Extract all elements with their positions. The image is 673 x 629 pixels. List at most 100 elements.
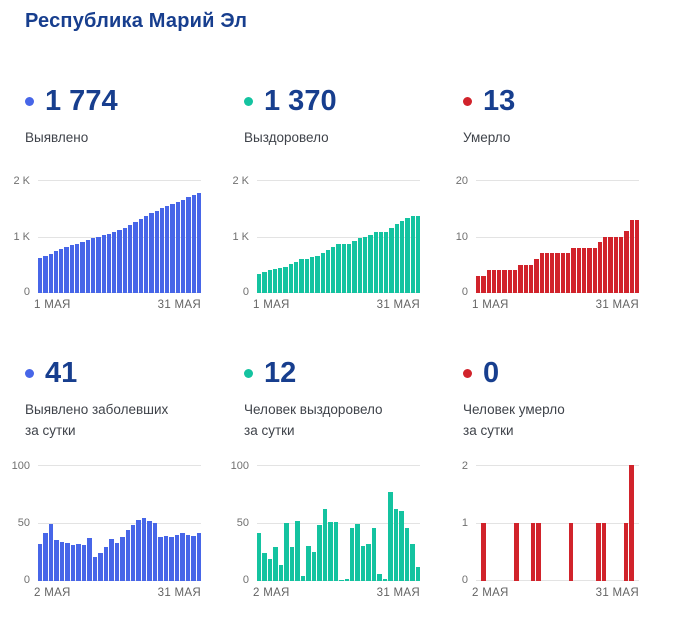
bar xyxy=(103,547,109,581)
bar xyxy=(624,230,629,293)
y-tick: 50 xyxy=(17,517,30,529)
bar xyxy=(300,576,306,581)
bar xyxy=(352,241,357,293)
bar-series xyxy=(257,465,421,581)
bar xyxy=(597,242,603,293)
bar xyxy=(619,236,624,293)
bar xyxy=(128,225,133,293)
gridline xyxy=(257,236,420,238)
bar xyxy=(81,545,87,581)
bar xyxy=(191,535,196,581)
y-axis: 20 10 0 xyxy=(446,175,476,298)
bar xyxy=(513,270,518,293)
bar xyxy=(59,249,64,293)
bar xyxy=(373,232,378,293)
y-tick: 2 K xyxy=(13,175,30,187)
bar xyxy=(117,229,122,293)
bar xyxy=(283,266,288,293)
bar xyxy=(90,237,96,293)
bar xyxy=(191,195,196,293)
x-axis: 2 МАЯ 31 МАЯ xyxy=(34,587,201,599)
chart-plot-area[interactable] xyxy=(476,180,640,293)
bar xyxy=(514,523,519,581)
bar-series xyxy=(38,180,202,293)
bar xyxy=(481,276,486,293)
y-tick: 0 xyxy=(461,286,468,298)
bar xyxy=(634,219,640,293)
chart-plot-area[interactable] xyxy=(476,465,639,581)
bar xyxy=(69,245,75,293)
bar xyxy=(328,521,333,581)
card-died-total: 13 Умерло 20 10 0 xyxy=(446,84,640,311)
bar xyxy=(163,535,169,581)
gridline xyxy=(476,236,639,238)
bar xyxy=(284,523,289,581)
bar xyxy=(410,216,415,293)
bar xyxy=(404,527,410,581)
bar xyxy=(92,556,98,581)
bar xyxy=(109,539,114,581)
totals-row: 1 774 Выявлено 2 K 1 K 0 xyxy=(0,85,673,311)
bar xyxy=(362,236,368,293)
bar xyxy=(341,243,347,293)
bar xyxy=(366,543,371,581)
bar xyxy=(70,545,76,581)
chart-plot-area[interactable] xyxy=(38,465,202,581)
stat-head: 0 xyxy=(463,357,639,389)
gridline xyxy=(257,523,420,524)
bar xyxy=(53,251,59,293)
x-label-end: 31 МАЯ xyxy=(157,587,201,599)
gridline xyxy=(257,465,420,466)
gridline xyxy=(476,580,639,581)
bar xyxy=(180,533,185,581)
x-axis: 1 МАЯ 31 МАЯ xyxy=(34,299,201,311)
bar xyxy=(288,263,294,293)
bar xyxy=(295,520,300,581)
chart-plot-area[interactable] xyxy=(257,465,421,581)
bar xyxy=(133,222,138,293)
chart-recovered-daily: 100 50 0 2 МАЯ 31 МАЯ xyxy=(227,460,421,599)
bar xyxy=(378,232,384,293)
bar xyxy=(125,529,130,581)
stat-head: 1 774 xyxy=(25,85,201,117)
bar xyxy=(306,546,311,581)
bar xyxy=(603,236,608,293)
daily-row: 41 Выявлено заболевших за сутки 100 50 0 xyxy=(0,357,673,599)
stat-died-daily: 0 Человек умерло за сутки xyxy=(446,357,639,441)
bar xyxy=(158,536,163,581)
chart-died-daily: 2 1 0 2 МАЯ 31 МАЯ xyxy=(446,460,639,599)
bar xyxy=(299,259,304,293)
bar xyxy=(393,509,399,581)
bar xyxy=(278,564,284,581)
bar xyxy=(357,238,362,293)
bar xyxy=(65,542,70,581)
bar-series xyxy=(476,465,639,581)
bar xyxy=(587,247,592,293)
stat-dot-icon xyxy=(244,96,253,106)
card-recovered-daily: 12 Человек выздоровело за сутки 100 50 0 xyxy=(227,357,421,599)
bar xyxy=(629,219,634,293)
stat-dot-icon xyxy=(25,368,34,378)
y-tick: 1 K xyxy=(232,230,249,243)
gridline xyxy=(476,180,639,181)
bar xyxy=(355,524,360,581)
bar xyxy=(596,523,601,581)
bar xyxy=(339,579,344,581)
chart-plot-area[interactable] xyxy=(38,180,202,293)
card-died-daily: 0 Человек умерло за сутки 2 1 0 xyxy=(446,357,639,599)
bar xyxy=(315,256,320,293)
region-dashboard: Республика Марий Эл 1 774 Выявлено 2 K 1… xyxy=(0,10,673,629)
bar xyxy=(550,253,555,293)
gridline xyxy=(38,180,201,181)
bar xyxy=(267,270,272,293)
bar xyxy=(623,523,629,581)
bar xyxy=(174,534,180,581)
chart-body: 2 K 1 K 0 xyxy=(227,175,421,298)
bar xyxy=(43,533,48,581)
bar xyxy=(486,270,491,293)
stat-label: Умерло xyxy=(463,130,511,145)
stat-value: 13 xyxy=(483,84,516,117)
chart-plot-area[interactable] xyxy=(257,180,421,293)
gridline xyxy=(38,580,201,581)
stat-recovered-daily: 12 Человек выздоровело за сутки xyxy=(227,357,420,441)
